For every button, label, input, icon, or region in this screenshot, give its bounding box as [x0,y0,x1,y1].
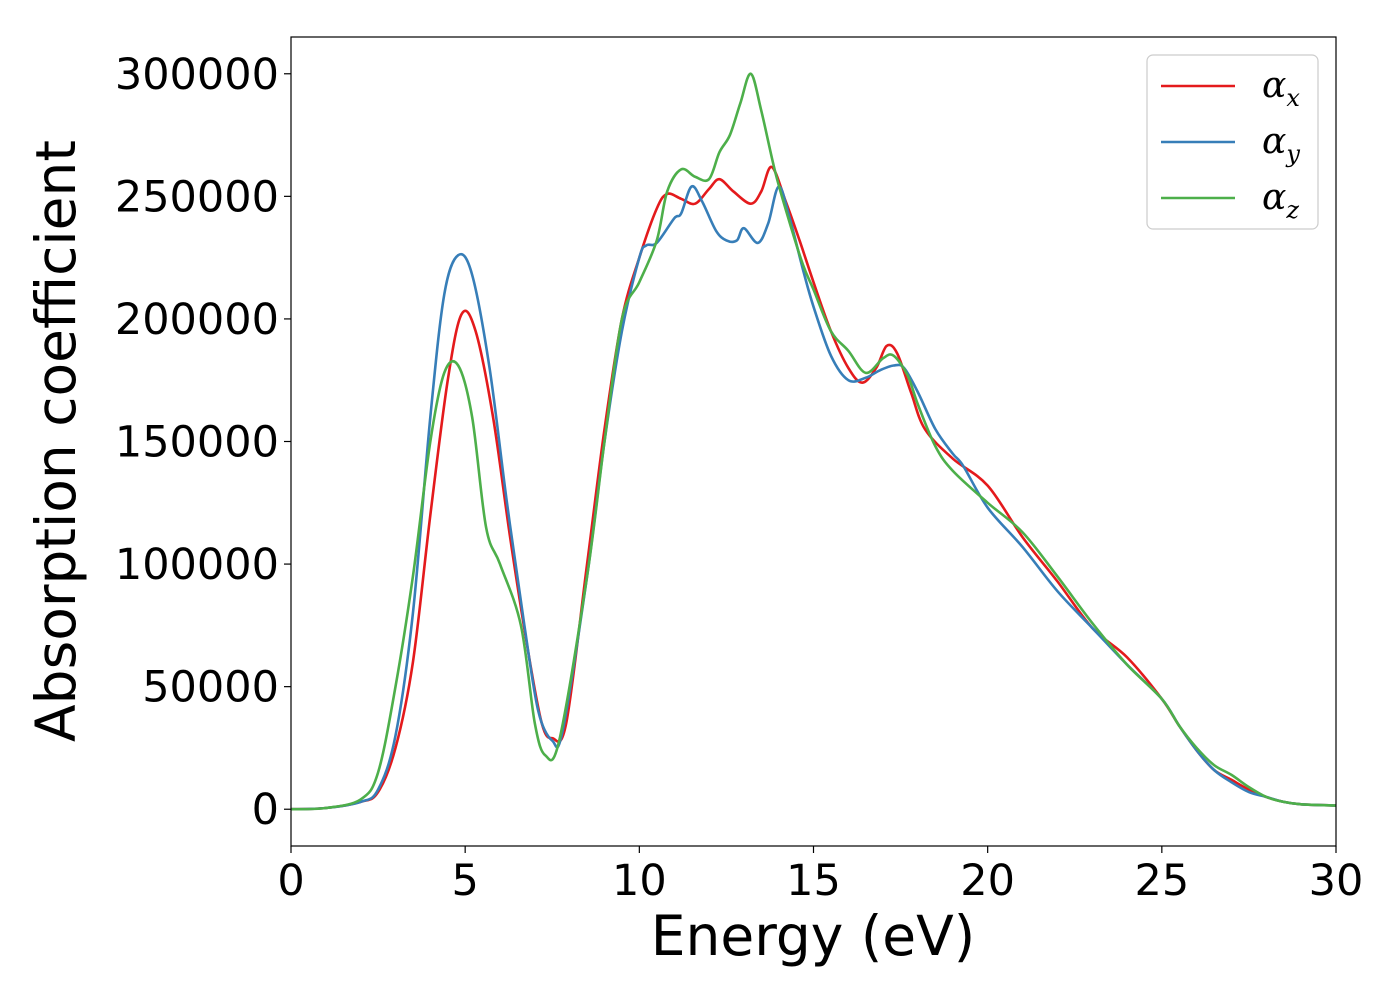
y-axis-ticks: 0 50000 100000 150000 200000 250000 300000 [115,50,291,835]
x-tick-label: 0 [277,856,304,906]
y-tick-label: 150000 [115,418,279,468]
series-line-x [290,165,1337,811]
series-line-z [290,72,1337,811]
y-tick-label: 250000 [115,172,279,222]
x-tick-label: 20 [960,856,1015,906]
x-tick-label: 25 [1134,856,1189,906]
y-tick-label: 100000 [115,540,279,590]
y-tick-label: 200000 [115,295,279,345]
x-tick-label: 5 [451,856,478,906]
y-axis-label: Absorption coefficient [24,140,88,742]
series-line-y [290,184,1337,811]
legend-label-z: αz [1262,177,1299,224]
y-tick-label: 50000 [142,663,279,713]
x-tick-label: 15 [786,856,841,906]
series-layer [290,72,1337,811]
x-tick-label: 10 [612,856,667,906]
x-axis-ticks: 0 5 10 15 20 25 30 [277,846,1363,906]
x-tick-label: 30 [1309,856,1364,906]
x-axis-label: Energy (eV) [651,904,975,968]
y-tick-label: 300000 [115,50,279,100]
y-tick-label: 0 [252,785,279,835]
